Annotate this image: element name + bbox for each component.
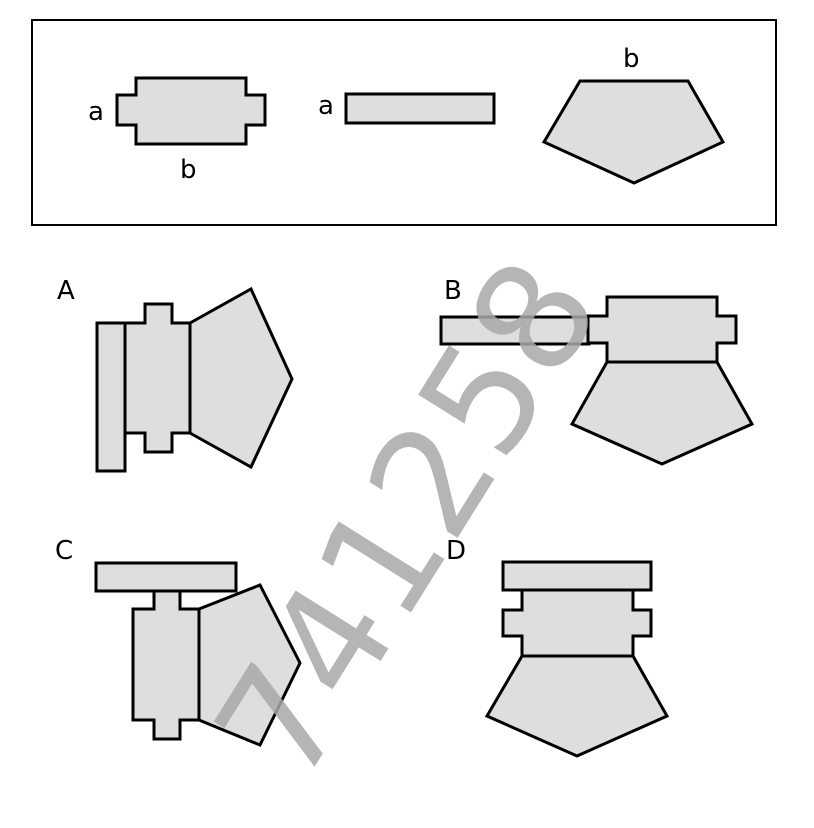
option-c-pentagon: [197, 583, 302, 747]
option-d-pentagon: [484, 654, 670, 758]
option-d-tab-block: [501, 588, 653, 658]
option-b-pentagon: [569, 360, 755, 466]
option-c-bar: [94, 561, 238, 593]
reference-piece-bar: [344, 92, 496, 125]
label-piece1-a: a: [88, 97, 104, 127]
option-b-bar: [439, 315, 591, 346]
option-a-pentagon: [188, 286, 294, 470]
option-b-label: B: [444, 276, 462, 306]
option-c-tab-block: [131, 589, 201, 741]
option-c-label: C: [55, 536, 73, 566]
label-piece2-a: a: [318, 91, 334, 121]
reference-piece-pentagon: [541, 79, 726, 185]
option-a-label: A: [57, 276, 75, 306]
option-d-label: D: [446, 536, 466, 566]
option-a-tab-block: [123, 302, 192, 454]
reference-frame: [31, 19, 777, 226]
label-piece3-b: b: [623, 44, 640, 74]
reference-piece-tab-block: [115, 76, 267, 146]
option-d-bar: [501, 560, 653, 592]
option-a-bar: [95, 321, 127, 473]
label-piece1-b: b: [180, 155, 197, 185]
